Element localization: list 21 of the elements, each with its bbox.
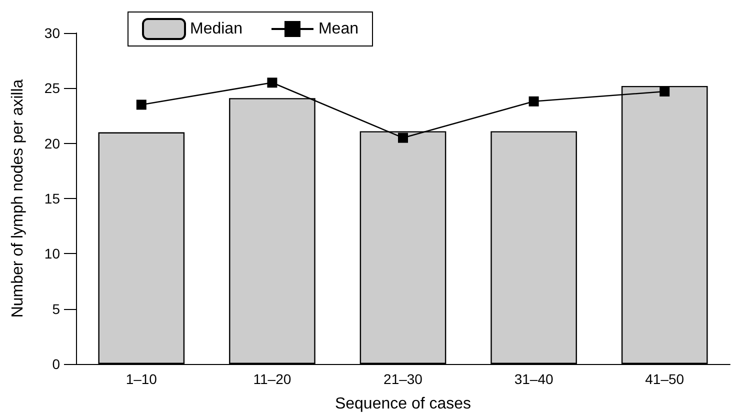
y-tick-label: 10 bbox=[44, 246, 60, 262]
y-tick-label: 25 bbox=[44, 80, 60, 96]
y-tick-label: 0 bbox=[52, 356, 60, 372]
y-tick-label: 15 bbox=[44, 190, 60, 206]
x-axis-title: Sequence of cases bbox=[334, 396, 472, 412]
x-tick-label: 11–20 bbox=[253, 371, 292, 387]
x-tick-label: 21–30 bbox=[384, 371, 423, 387]
x-tick-label: 41–50 bbox=[645, 371, 684, 387]
point bbox=[528, 96, 539, 106]
point bbox=[660, 86, 670, 96]
legend-label: Mean bbox=[318, 20, 359, 38]
x-tick-label: 31–40 bbox=[514, 371, 554, 387]
x-tick-label: 1–10 bbox=[126, 371, 158, 387]
y-axis-title: Number of lymph nodes per axilla bbox=[10, 79, 26, 318]
point bbox=[136, 100, 146, 110]
y-tick-label: 20 bbox=[44, 135, 60, 152]
point bbox=[398, 132, 408, 143]
y-tick-label: 5 bbox=[52, 300, 60, 317]
y-tick-label: 30 bbox=[44, 25, 60, 41]
legend-label: Median bbox=[190, 20, 242, 38]
point bbox=[267, 78, 278, 88]
